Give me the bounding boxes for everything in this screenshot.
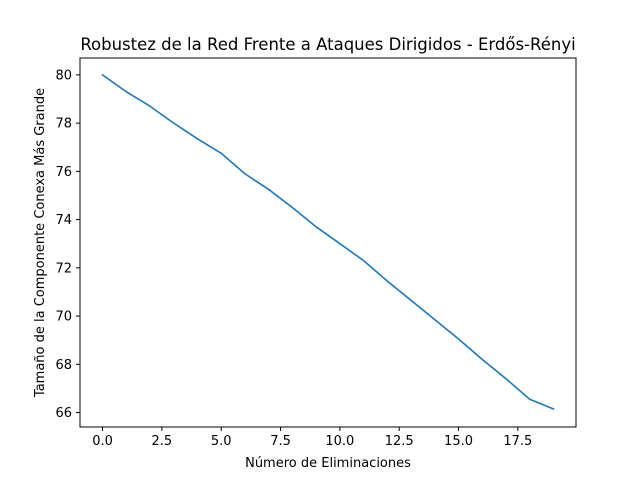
series-line [101,73,555,410]
x-tick-label: 7.5 [270,434,291,449]
x-tick-label: 10.0 [325,434,354,449]
y-axis-title: Tamaño de la Componente Conexa Más Grand… [33,88,48,398]
y-tick-label: 68 [55,358,72,373]
y-tick-label: 66 [55,406,72,421]
y-tick-label: 70 [55,310,72,325]
x-axis-title: Número de Eliminaciones [245,456,411,471]
plot-area-frame [79,57,577,428]
x-tick-label: 15.0 [444,434,473,449]
y-tick-label: 76 [55,165,72,180]
x-tick-label: 12.5 [385,434,414,449]
y-axis-ticks: 66 68 70 72 74 76 78 80 [55,68,80,421]
x-axis-ticks: 0.0 2.5 5.0 7.5 10.0 12.5 15.0 17.5 [92,427,532,449]
chart-title: Robustez de la Red Frente a Ataques Diri… [80,35,575,54]
x-tick-label: 2.5 [152,434,173,449]
y-tick-label: 72 [55,261,72,276]
x-tick-label: 5.0 [211,434,232,449]
y-tick-label: 74 [55,213,72,228]
y-tick-label: 78 [55,117,72,132]
x-tick-label: 17.5 [503,434,532,449]
y-tick-label: 80 [55,68,72,83]
x-tick-label: 0.0 [92,434,113,449]
series-layer [101,73,555,410]
